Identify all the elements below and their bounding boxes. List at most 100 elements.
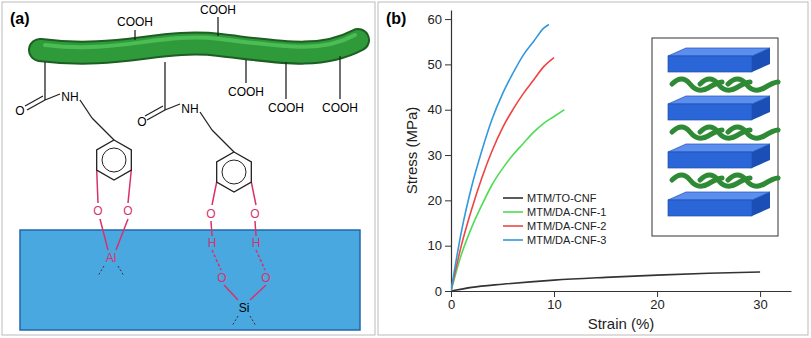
bond xyxy=(100,219,108,250)
ring xyxy=(97,140,132,180)
bond xyxy=(44,62,45,100)
tick-label: 30 xyxy=(428,148,442,163)
bond xyxy=(255,221,256,236)
tick-mark xyxy=(445,19,451,20)
legend-swatch xyxy=(503,197,523,199)
bond xyxy=(251,182,256,205)
ring-inner xyxy=(102,148,126,172)
atom-label: O xyxy=(15,104,24,118)
tick-label: 0 xyxy=(435,284,442,299)
tick-mark xyxy=(445,246,451,247)
tick-label: 60 xyxy=(428,12,442,27)
bond xyxy=(217,17,218,36)
legend-label: MTM/DA-CNF-1 xyxy=(527,206,606,218)
bond xyxy=(212,182,217,205)
inset-fiber xyxy=(728,79,778,90)
bond xyxy=(25,96,43,106)
atom-label: COOH xyxy=(228,85,264,99)
atom-label: COOH xyxy=(117,15,153,29)
x-axis: 0 10 20 30 xyxy=(448,291,792,312)
tick: 0 xyxy=(435,284,451,299)
tick: 20 xyxy=(650,291,664,312)
inset-layer-side xyxy=(752,48,770,72)
fiber-highlight xyxy=(45,35,355,47)
legend-swatch xyxy=(503,211,523,213)
atom-label: NH xyxy=(61,90,78,104)
axis-line xyxy=(452,291,792,292)
tick: 10 xyxy=(428,238,451,253)
figure: (a)(b)COOHCOOHCOOHCOOHCOOHONHONHOOAlOOHH… xyxy=(0,0,811,338)
inset-fiber xyxy=(728,127,778,138)
inset-layer xyxy=(668,56,752,72)
bond xyxy=(211,221,212,236)
bond xyxy=(232,316,238,326)
tick-mark xyxy=(445,64,451,65)
axis-line xyxy=(451,11,452,292)
bond xyxy=(98,266,104,276)
legend-label: MTM/TO-CNF xyxy=(527,192,597,204)
atom-label: COOH xyxy=(322,101,358,115)
chart: 0 10 20 30 0 10 20 30 40 50 60 Strain (%) Stress (MP… xyxy=(403,11,792,333)
bond xyxy=(147,110,165,120)
legend-swatch xyxy=(503,239,523,241)
atom-label: NH xyxy=(181,102,198,116)
legend: MTM/TO-CNFMTM/DA-CNF-1MTM/DA-CNF-2MTM/DA… xyxy=(503,192,606,246)
atom-label: COOH xyxy=(200,3,236,17)
atom-label: H xyxy=(252,236,261,250)
bond xyxy=(285,62,286,99)
y-axis: 0 10 20 30 40 50 60 xyxy=(428,11,452,299)
inset-layer-side xyxy=(752,192,770,216)
panel-label: (a) xyxy=(10,10,30,27)
bond xyxy=(118,266,124,276)
panel-label: (b) xyxy=(386,10,406,27)
atom-label: O xyxy=(250,207,259,221)
legend-swatch xyxy=(503,225,523,227)
bond xyxy=(92,118,114,140)
bond xyxy=(212,130,234,152)
y-axis-title: Stress (MPa) xyxy=(403,107,420,195)
surface xyxy=(20,230,360,330)
hydrogen-bond xyxy=(256,250,265,270)
inset-layer-side xyxy=(752,144,770,168)
tick-mark xyxy=(445,110,451,111)
bond xyxy=(27,100,45,110)
tick: 20 xyxy=(428,193,451,208)
atom-label: O xyxy=(261,271,270,285)
bond xyxy=(45,94,60,100)
bond xyxy=(200,112,212,130)
tick: 10 xyxy=(547,291,561,312)
tick-label: 20 xyxy=(650,297,664,312)
ring-inner xyxy=(222,160,246,184)
tick-label: 10 xyxy=(428,238,442,253)
tick-label: 20 xyxy=(428,193,442,208)
tick-mark xyxy=(554,291,555,297)
tick: 50 xyxy=(428,57,451,72)
bond xyxy=(97,170,98,203)
bond xyxy=(164,62,165,110)
tick-mark xyxy=(760,291,761,297)
atom-label: H xyxy=(208,236,217,250)
atom-label: O xyxy=(137,115,146,129)
inset-layer xyxy=(668,152,752,168)
panel-frame xyxy=(378,2,808,335)
atom-label: O xyxy=(217,271,226,285)
bond xyxy=(245,60,246,83)
bond xyxy=(165,104,180,110)
atom-label: Al xyxy=(106,251,117,265)
x-axis-title: Strain (%) xyxy=(588,315,655,332)
lines xyxy=(451,25,760,291)
atom-label: O xyxy=(123,204,132,218)
bond xyxy=(339,56,340,99)
inset-layer xyxy=(668,104,752,120)
atom-label: O xyxy=(93,204,102,218)
inset-fiber xyxy=(728,175,778,186)
tick: 30 xyxy=(428,148,451,163)
tick-mark xyxy=(445,155,451,156)
tick-label: 40 xyxy=(428,102,442,117)
series-line xyxy=(451,272,760,291)
tick-label: 0 xyxy=(448,297,455,312)
bond xyxy=(145,106,163,116)
inset xyxy=(652,38,778,236)
ring xyxy=(217,152,252,192)
tick-label: 30 xyxy=(753,297,767,312)
